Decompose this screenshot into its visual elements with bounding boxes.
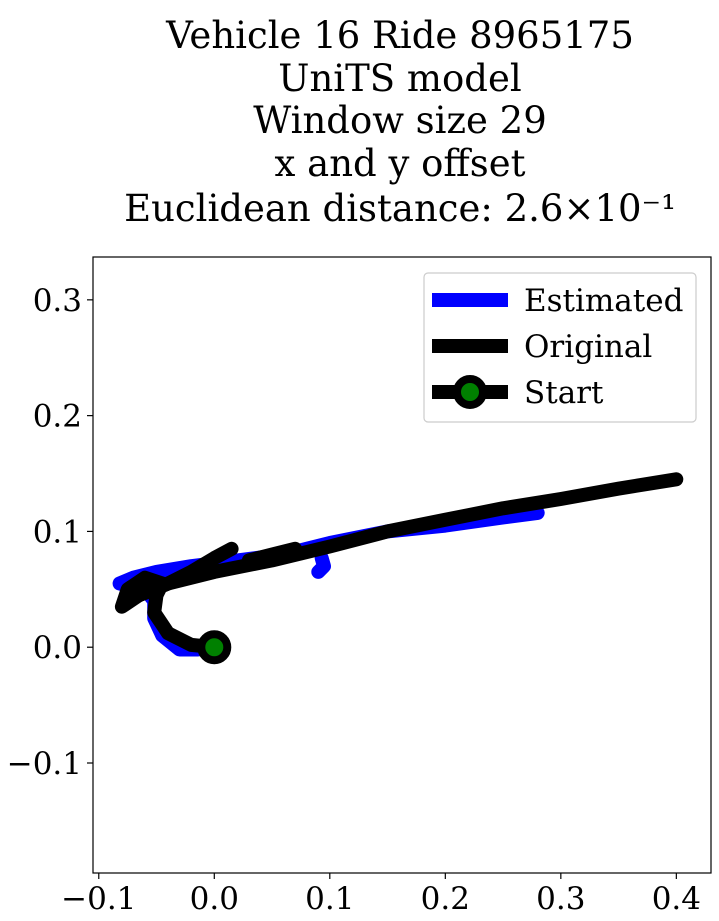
series-original-line-5 <box>241 541 303 568</box>
y-tick-label: 0.3 <box>33 283 82 319</box>
x-tick-label: 0.1 <box>305 881 354 917</box>
x-tick-label: 0.3 <box>536 881 585 917</box>
x-tick-label: 0.2 <box>421 881 470 917</box>
title-line-5: Euclidean distance: 2.6×10⁻¹ <box>124 187 676 230</box>
y-axis: −0.1 0.0 0.1 0.2 0.3 <box>7 283 93 782</box>
title-line-3: Window size 29 <box>253 99 547 142</box>
legend-label-estimated: Estimated <box>524 283 683 319</box>
series-original-line-4 <box>132 472 684 603</box>
y-tick-label: 0.0 <box>33 630 82 666</box>
y-tick-label: 0.1 <box>33 514 82 550</box>
x-tick-label: 0.0 <box>190 881 239 917</box>
legend-label-start: Start <box>524 375 604 411</box>
legend-box <box>423 272 697 423</box>
x-tick-label: 0.4 <box>652 881 701 917</box>
plot-area <box>92 256 712 874</box>
y-tick-label: −0.1 <box>7 746 82 782</box>
legend-label-original: Original <box>524 329 652 365</box>
title-line-2: UniTS model <box>278 57 521 100</box>
series-estimated-line-2 <box>311 551 331 579</box>
x-axis: −0.1 0.0 0.1 0.2 0.3 0.4 <box>61 873 701 917</box>
y-tick-label: 0.2 <box>33 399 82 435</box>
legend: Estimated Original Start <box>423 272 697 423</box>
start-marker <box>197 630 232 665</box>
title-line-1: Vehicle 16 Ride 8965175 <box>165 14 634 57</box>
legend-marker-start <box>453 375 487 409</box>
x-tick-label: −0.1 <box>61 881 136 917</box>
title-line-4: x and y offset <box>275 142 526 185</box>
